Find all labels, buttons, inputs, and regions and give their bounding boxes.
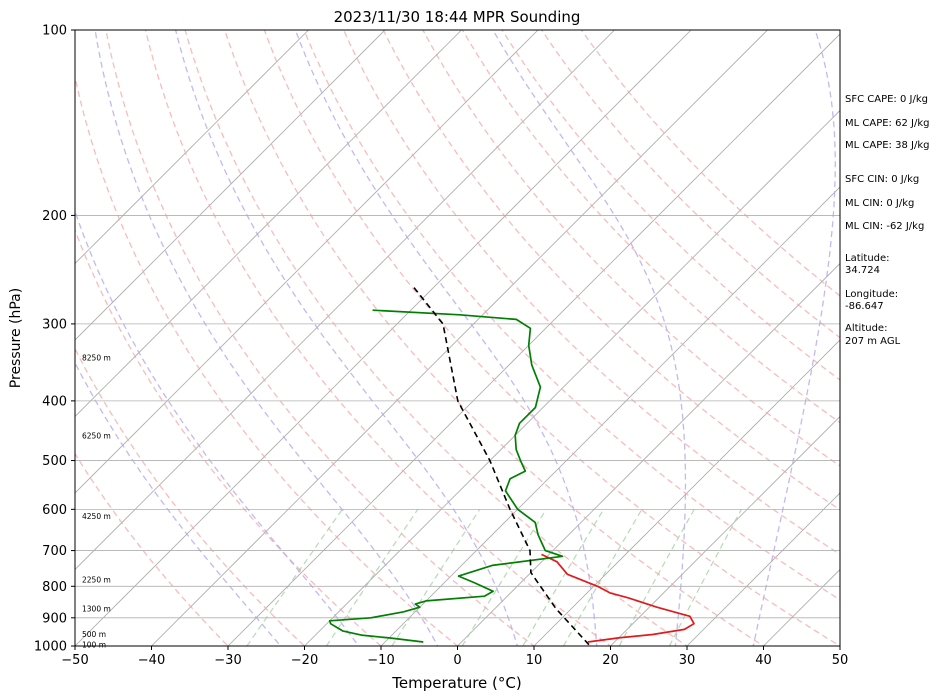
dewpoint-profile-line bbox=[328, 309, 564, 643]
temperature-profile-line bbox=[541, 553, 695, 643]
moist-adiabat-line bbox=[174, 30, 518, 646]
y-tick-label: 700 bbox=[42, 544, 67, 559]
y-tick-label: 300 bbox=[42, 317, 67, 332]
y-tick-label: 200 bbox=[42, 209, 67, 224]
sfc-cape-text: SFC CAPE: 0 J/kg bbox=[845, 94, 928, 105]
isotherm-line bbox=[227, 33, 840, 646]
x-tick-label: 40 bbox=[755, 653, 772, 668]
isotherm-line bbox=[75, 30, 539, 494]
sfc-cin-text: SFC CIN: 0 J/kg bbox=[845, 174, 919, 185]
moist-adiabat-line bbox=[294, 30, 598, 646]
info-panel: SFC CAPE: 0 J/kg ML CAPE: 62 J/kg ML CAP… bbox=[845, 94, 929, 347]
latitude-value: 34.724 bbox=[845, 265, 880, 276]
y-tick-label: 900 bbox=[42, 611, 67, 626]
mixing-ratio-line bbox=[668, 509, 742, 646]
moist-adiabat-line bbox=[492, 30, 687, 646]
moist-adiabat-line bbox=[75, 209, 360, 646]
dry-adiabat-line bbox=[461, 30, 840, 424]
y-tick-label: 100 bbox=[42, 24, 67, 39]
x-tick-label: −40 bbox=[138, 653, 165, 668]
x-axis-label: Temperature (°C) bbox=[391, 674, 521, 692]
x-tick-label: −30 bbox=[214, 653, 241, 668]
longitude-value: -86.647 bbox=[845, 301, 884, 312]
isotherm-line bbox=[75, 30, 463, 418]
dry-adiabat-line bbox=[75, 347, 306, 646]
mixing-ratio-line bbox=[618, 509, 695, 646]
altitude-label: Altitude: bbox=[845, 323, 887, 334]
isotherm-line bbox=[380, 186, 840, 646]
dry-adiabat-line bbox=[105, 30, 536, 646]
chart-title: 2023/11/30 18:44 MPR Sounding bbox=[334, 8, 581, 26]
parcel-profile-line bbox=[411, 285, 590, 646]
isotherm-line bbox=[75, 30, 310, 265]
isotherm-line bbox=[609, 415, 840, 646]
dry-adiabat-line bbox=[263, 30, 840, 646]
longitude-label: Longitude: bbox=[845, 289, 898, 300]
mixing-ratio-line bbox=[461, 508, 547, 646]
dry-adiabat-line bbox=[75, 452, 229, 646]
x-tick-label: 50 bbox=[832, 653, 849, 668]
isotherm-line bbox=[303, 109, 840, 646]
ml-cape-text-2: ML CAPE: 38 J/kg bbox=[845, 140, 929, 151]
moist-adiabat-line bbox=[752, 30, 836, 646]
isotherm-line bbox=[75, 30, 692, 646]
dry-adiabat-line bbox=[75, 74, 459, 646]
height-label: 8250 m bbox=[82, 353, 111, 362]
y-tick-label: 500 bbox=[42, 454, 67, 469]
altitude-value: 207 m AGL bbox=[845, 336, 901, 347]
ml-cape-text-1: ML CAPE: 62 J/kg bbox=[845, 118, 929, 129]
height-label: 1300 m bbox=[82, 605, 111, 614]
isotherm-line bbox=[533, 339, 840, 646]
latitude-label: Latitude: bbox=[845, 253, 890, 264]
reference-lines bbox=[75, 30, 840, 646]
y-tick-label: 400 bbox=[42, 394, 67, 409]
x-tick-label: 0 bbox=[453, 653, 461, 668]
mixing-ratio-line bbox=[522, 508, 605, 646]
x-axis-ticks: −50 −40 −30 −20 −10 0 10 20 30 40 50 bbox=[61, 646, 848, 668]
isotherm-line bbox=[75, 30, 386, 341]
dry-adiabat-line bbox=[144, 30, 612, 646]
ml-cin-text-1: ML CIN: 0 J/kg bbox=[845, 198, 914, 209]
ml-cin-text-2: ML CIN: -62 J/kg bbox=[845, 221, 924, 232]
isotherm-line bbox=[150, 30, 769, 646]
moist-adiabat-line bbox=[94, 30, 439, 646]
isotherm-line bbox=[75, 30, 616, 571]
x-tick-label: 30 bbox=[679, 653, 696, 668]
height-labels: 100 m 500 m 1300 m 2250 m 4250 m 6250 m 8250 m bbox=[82, 353, 111, 649]
x-tick-label: −50 bbox=[61, 653, 88, 668]
isotherm-line bbox=[686, 492, 840, 646]
dry-adiabat-line bbox=[501, 30, 840, 381]
x-tick-label: 20 bbox=[602, 653, 619, 668]
y-tick-label: 800 bbox=[42, 580, 67, 595]
sounding-series bbox=[328, 285, 695, 646]
height-label: 2250 m bbox=[82, 576, 111, 585]
height-label: 4250 m bbox=[82, 512, 111, 521]
height-label: 100 m bbox=[82, 641, 106, 650]
y-tick-label: 600 bbox=[42, 503, 67, 518]
height-label: 500 m bbox=[82, 630, 106, 639]
y-axis-ticks: 1000 900 800 700 600 500 400 300 200 100 bbox=[34, 24, 75, 655]
y-axis-label: Pressure (hPa) bbox=[8, 288, 24, 388]
dry-adiabat-line bbox=[224, 30, 765, 646]
height-label: 6250 m bbox=[82, 431, 111, 440]
x-tick-label: −10 bbox=[367, 653, 394, 668]
x-tick-label: 10 bbox=[526, 653, 543, 668]
x-tick-label: −20 bbox=[291, 653, 318, 668]
y-tick-label: 1000 bbox=[34, 640, 67, 655]
dry-adiabat-line bbox=[540, 30, 840, 339]
